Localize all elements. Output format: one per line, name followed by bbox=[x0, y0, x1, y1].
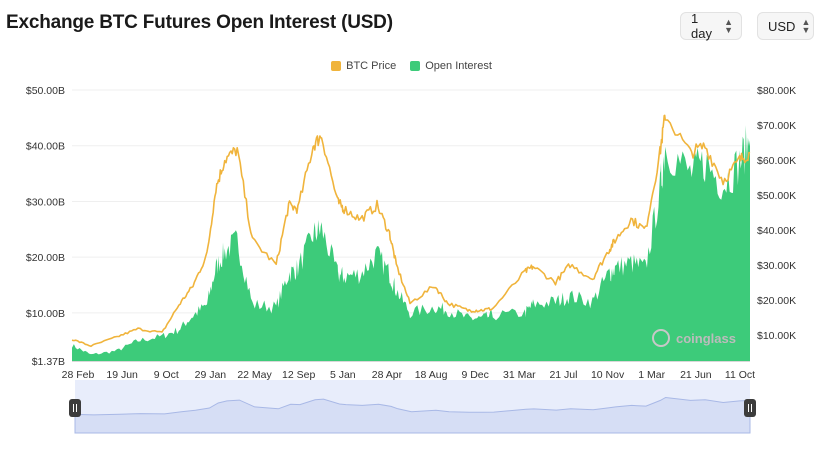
y-axis-right: $10.00K $20.00K $30.00K $40.00K $50.00K $60.0… bbox=[757, 85, 796, 342]
x-tick-label: 18 Aug bbox=[415, 369, 448, 381]
navigator-handle-left[interactable] bbox=[69, 399, 81, 417]
series-area-open-interest bbox=[72, 125, 750, 361]
chart-title: Exchange BTC Futures Open Interest (USD) bbox=[6, 12, 393, 33]
period-select-value: 1 day bbox=[691, 11, 712, 41]
series-line-btc-price bbox=[71, 114, 751, 348]
y-left-tick-label: $10.00B bbox=[26, 308, 65, 320]
y-right-tick-label: $10.00K bbox=[757, 330, 796, 342]
legend-item-btc-price[interactable]: BTC Price bbox=[331, 60, 396, 72]
y-left-tick-label: $20.00B bbox=[26, 252, 65, 264]
x-tick-label: 28 Feb bbox=[62, 369, 95, 381]
x-tick-label: 21 Jul bbox=[549, 369, 577, 381]
series-layer bbox=[71, 114, 751, 361]
y-left-tick-label: $30.00B bbox=[26, 196, 65, 208]
y-right-tick-label: $40.00K bbox=[757, 225, 796, 237]
x-tick-label: 9 Oct bbox=[154, 369, 179, 381]
chart-legend: BTC Price Open Interest bbox=[0, 60, 823, 72]
y-right-tick-label: $30.00K bbox=[757, 260, 796, 272]
x-tick-label: 29 Jan bbox=[195, 369, 227, 381]
legend-swatch-btc-price bbox=[331, 61, 342, 71]
x-tick-label: 11 Oct bbox=[725, 369, 755, 381]
range-navigator[interactable] bbox=[69, 380, 756, 434]
x-tick-label: 19 Jun bbox=[106, 369, 138, 381]
y-right-tick-label: $50.00K bbox=[757, 190, 796, 202]
navigator-series bbox=[74, 396, 751, 434]
x-tick-label: 12 Sep bbox=[282, 369, 315, 381]
legend-label-btc-price: BTC Price bbox=[346, 60, 397, 72]
x-tick-label: 10 Nov bbox=[591, 369, 625, 381]
chevron-up-down-icon: ▲ ▼ bbox=[724, 17, 733, 35]
legend-swatch-open-interest bbox=[410, 61, 421, 71]
chevron-up-down-icon: ▲ ▼ bbox=[801, 17, 811, 35]
period-select[interactable]: 1 day ▲ ▼ bbox=[680, 11, 742, 41]
coinglass-logo-icon bbox=[652, 329, 670, 347]
x-tick-label: 22 May bbox=[237, 369, 272, 381]
x-tick-label: 9 Dec bbox=[461, 369, 488, 381]
legend-item-open-interest[interactable]: Open Interest bbox=[410, 60, 492, 72]
x-tick-label: 21 Jun bbox=[680, 369, 712, 381]
watermark-text: coinglass bbox=[676, 331, 736, 346]
y-left-tick-label: $50.00B bbox=[26, 85, 65, 97]
legend-label-open-interest: Open Interest bbox=[425, 60, 492, 72]
y-left-tick-label: $40.00B bbox=[26, 141, 65, 153]
x-tick-label: 31 Mar bbox=[503, 369, 536, 381]
y-left-tick-label: $1.37B bbox=[32, 356, 65, 368]
y-right-tick-label: $80.00K bbox=[757, 85, 796, 97]
navigator-handle-right[interactable] bbox=[744, 399, 756, 417]
currency-select[interactable]: USD ▲ ▼ bbox=[757, 12, 814, 40]
x-tick-label: 1 Mar bbox=[638, 369, 665, 381]
x-tick-label: 5 Jan bbox=[330, 369, 356, 381]
y-right-tick-label: $20.00K bbox=[757, 295, 796, 307]
y-right-tick-label: $60.00K bbox=[757, 155, 796, 167]
currency-select-value: USD bbox=[768, 18, 796, 34]
x-axis: 28 Feb 19 Jun 9 Oct 29 Jan 22 May 12 Sep 5 Jan… bbox=[62, 361, 755, 381]
y-right-tick-label: $70.00K bbox=[757, 120, 796, 132]
watermark: coinglass bbox=[652, 329, 736, 347]
y-axis-left: $1.37B $10.00B $20.00B $30.00B $40.00B $50.00… bbox=[26, 85, 65, 368]
x-tick-label: 28 Apr bbox=[372, 369, 403, 381]
